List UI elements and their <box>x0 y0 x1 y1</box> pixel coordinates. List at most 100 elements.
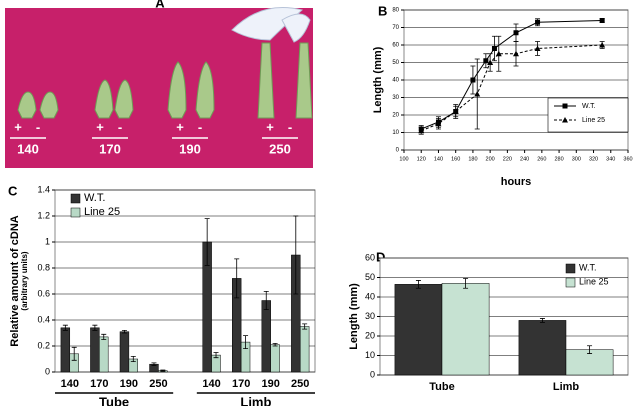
marker <box>513 50 519 57</box>
pair-label: 190 <box>179 141 201 156</box>
panel-label: B <box>378 3 387 18</box>
panel-label: A <box>155 0 165 10</box>
minus-label: - <box>198 119 202 134</box>
x-tick-label: Tube <box>429 381 454 393</box>
group-label: Tube <box>99 394 129 406</box>
y-tick-label: 0 <box>370 369 375 379</box>
minus-label: - <box>36 119 40 134</box>
y-axis-label: Length (mm) <box>372 46 384 113</box>
marker <box>495 50 502 57</box>
y-tick-label: 0.8 <box>37 262 50 272</box>
flowers <box>17 42 313 119</box>
error-bar <box>71 346 77 361</box>
legend-swatch <box>70 193 81 204</box>
minus-label: - <box>288 119 292 134</box>
photo-panel: A <box>5 0 313 168</box>
error-bar <box>213 352 219 359</box>
y-tick-label: 30 <box>365 311 375 321</box>
x-tick-label: 220 <box>503 156 512 162</box>
pair-label: 140 <box>17 141 39 156</box>
panel-label: D <box>376 249 385 264</box>
legend-swatch <box>565 263 576 274</box>
bar <box>299 326 310 373</box>
bar <box>270 344 280 373</box>
x-tick-label: 250 <box>149 378 167 390</box>
legend-label: W.T. <box>579 262 597 272</box>
group-label: Limb <box>240 394 271 406</box>
x-tick-label: 340 <box>606 156 615 162</box>
y-tick-label: 50 <box>392 60 399 66</box>
y-axis-label: Relative amount of cDNA <box>9 215 21 346</box>
y-tick-label: 0 <box>45 366 50 376</box>
y-tick-label: 0 <box>396 148 400 154</box>
x-tick-label: 240 <box>520 156 529 162</box>
marker <box>435 120 442 127</box>
y-tick-label: 0.6 <box>37 288 50 298</box>
marker <box>562 117 568 123</box>
y-tick-label: 1.2 <box>37 210 50 220</box>
minus-label: - <box>118 119 122 134</box>
y-tick-label: 50 <box>365 272 375 282</box>
x-tick-label: 260 <box>537 156 546 162</box>
error-bar <box>293 215 299 295</box>
y-tick-label: 20 <box>365 330 375 340</box>
error-bar <box>263 291 269 310</box>
error-bar <box>62 324 68 331</box>
error-bar <box>234 258 240 299</box>
error-bar <box>539 318 545 323</box>
error-bar <box>587 345 593 354</box>
y-tick-label: 0.4 <box>37 314 50 324</box>
bar <box>99 336 109 373</box>
pair-label: 170 <box>99 141 121 156</box>
x-tick-label: 140 <box>434 156 443 162</box>
x-tick-label: 200 <box>486 156 495 162</box>
y-tick-label: 30 <box>392 95 399 101</box>
bar <box>90 327 100 373</box>
marker <box>418 127 425 134</box>
marker <box>535 19 541 25</box>
y-tick-label: 1 <box>45 236 50 246</box>
error-bar <box>121 330 127 334</box>
y-tick-label: 60 <box>365 252 375 262</box>
x-tick-label: 280 <box>554 156 563 162</box>
y-tick-label: 70 <box>392 25 399 31</box>
error-bar <box>151 362 157 366</box>
x-tick-label: 160 <box>451 156 460 162</box>
x-tick-label: 360 <box>623 156 632 162</box>
x-tick-label: 120 <box>417 156 426 162</box>
marker <box>470 77 476 83</box>
y-tick-label: 60 <box>392 43 399 49</box>
legend-label: Line 25 <box>579 276 609 286</box>
plus-label: + <box>14 119 22 134</box>
bar <box>394 284 443 376</box>
error-bar <box>92 324 98 331</box>
x-tick-label: 320 <box>589 156 598 162</box>
y-tick-label: 40 <box>365 291 375 301</box>
plus-label: + <box>96 119 104 134</box>
marker <box>599 18 605 23</box>
x-tick-label: 180 <box>468 156 477 162</box>
bar <box>441 283 490 376</box>
y-tick-label: 0.2 <box>37 340 50 350</box>
marker <box>562 103 568 109</box>
legend-box <box>547 97 629 133</box>
y-axis-sublabel: (arbitrary units) <box>20 251 29 310</box>
x-axis-label: hours <box>501 176 532 188</box>
legend-label: Line 25 <box>84 206 120 218</box>
y-tick-label: 40 <box>392 78 399 84</box>
y-tick-label: 10 <box>365 350 375 360</box>
marker <box>599 42 606 48</box>
bar <box>60 327 71 373</box>
error-bar <box>204 218 210 266</box>
x-tick-label: 250 <box>291 378 309 390</box>
marker <box>474 91 481 97</box>
y-tick-label: 20 <box>392 113 399 119</box>
plus-label: + <box>176 119 184 134</box>
error-bar <box>415 280 421 289</box>
x-tick-label: 100 <box>399 156 408 162</box>
y-tick-label: 10 <box>392 130 399 136</box>
legend-label: W.T. <box>582 103 596 110</box>
x-tick-label: 190 <box>120 378 138 390</box>
error-bar <box>272 343 278 347</box>
